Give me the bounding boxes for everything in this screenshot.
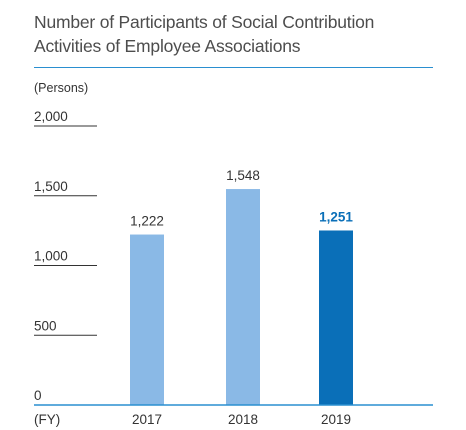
chart-title: Number of Participants of Social Contrib… — [34, 10, 454, 58]
y-tick-label: 500 — [34, 318, 57, 333]
bars-group: 1,222 1,548 1,251 — [130, 168, 353, 405]
bar-value-label: 1,251 — [319, 209, 353, 224]
y-axis-ticks: 0 500 1,000 1,500 2,000 — [34, 109, 97, 403]
y-tick-label: 0 — [34, 388, 42, 403]
y-tick-label: 1,500 — [34, 179, 68, 194]
x-tick-label: 2019 — [321, 412, 351, 427]
bar-value-label: 1,548 — [226, 168, 260, 183]
chart-title-line-1: Number of Participants of Social Contrib… — [34, 12, 375, 32]
y-axis-unit-label: (Persons) — [34, 81, 88, 95]
bar-value-label: 1,222 — [130, 214, 164, 229]
bar-2017 — [130, 234, 164, 405]
x-axis-unit-label: (FY) — [34, 412, 60, 427]
bar-2019 — [319, 230, 353, 405]
y-tick-label: 1,000 — [34, 249, 68, 264]
x-axis-ticks: 2017 2018 2019 — [132, 412, 351, 427]
title-underline — [34, 67, 433, 68]
x-tick-label: 2018 — [228, 412, 258, 427]
x-tick-label: 2017 — [132, 412, 162, 427]
bar-2018 — [226, 189, 260, 405]
y-tick-label: 2,000 — [34, 109, 68, 124]
chart-title-line-2: Activities of Employee Associations — [34, 36, 301, 56]
